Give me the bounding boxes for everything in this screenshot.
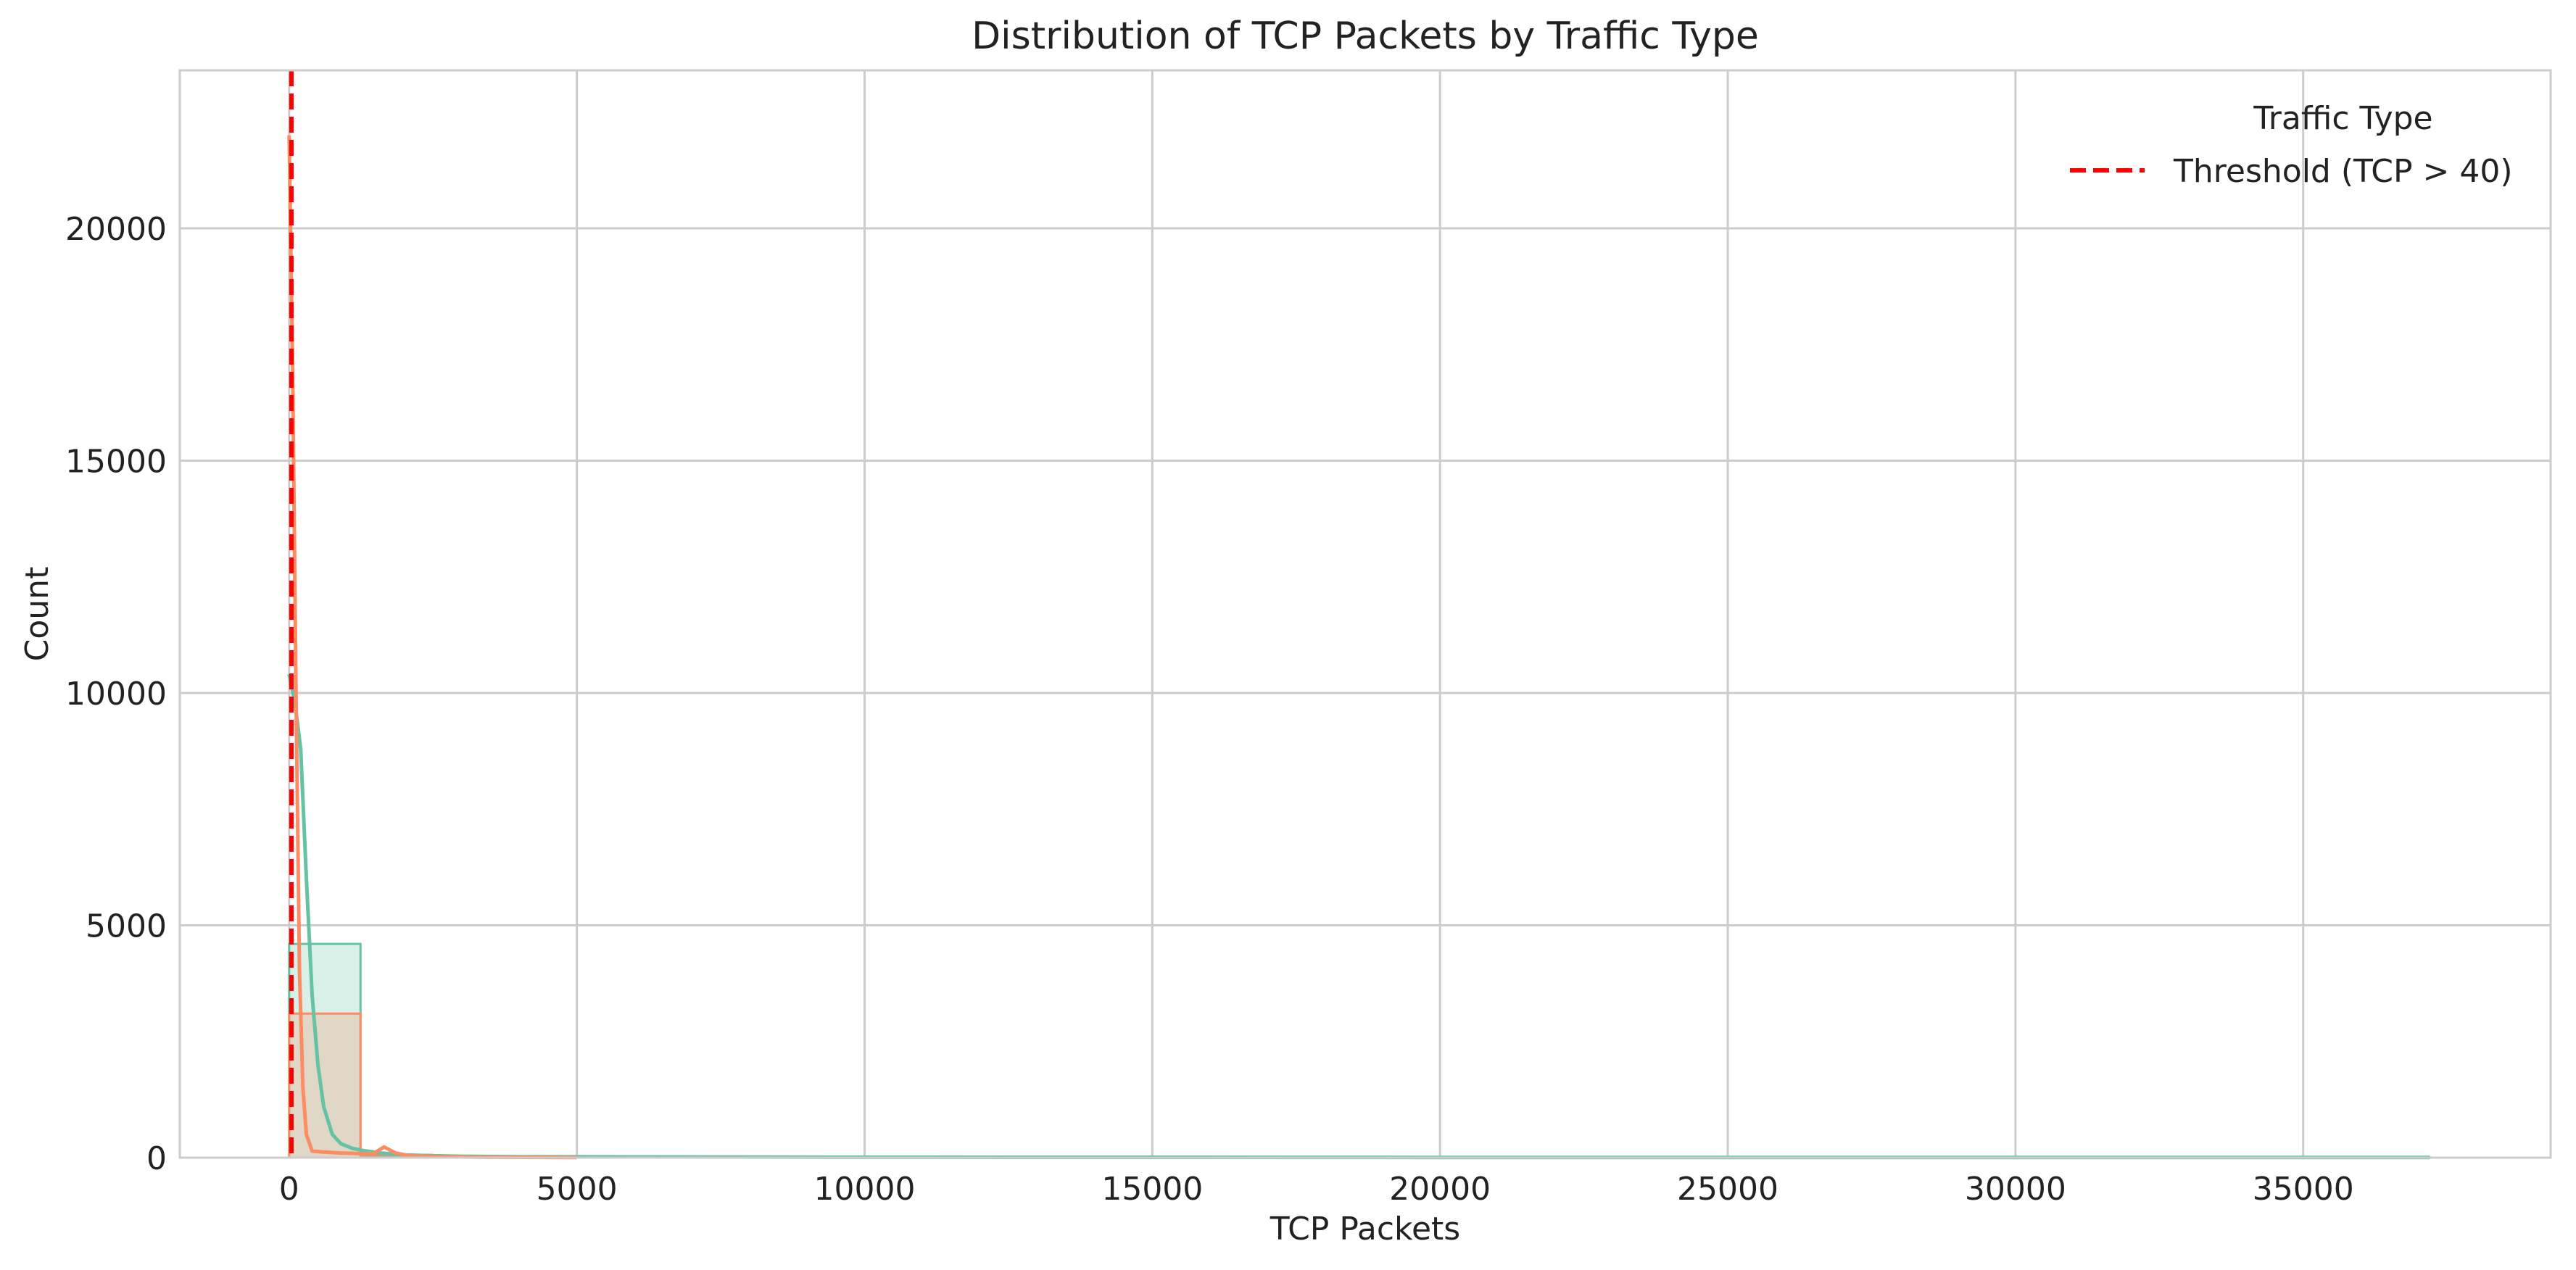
y-tick-label: 20000	[65, 211, 167, 248]
legend-threshold-label: Threshold (TCP > 40)	[2173, 153, 2513, 190]
x-tick-label: 30000	[1965, 1171, 2066, 1208]
y-axis-label: Count	[19, 567, 56, 662]
histogram-bar	[288, 1012, 362, 1159]
x-tick-label: 5000	[537, 1171, 618, 1208]
plot-background	[180, 70, 2551, 1158]
x-axis-label: TCP Packets	[1270, 1211, 1460, 1248]
x-tick-label: 25000	[1677, 1171, 1778, 1208]
density-curve	[287, 135, 577, 1160]
legend: Traffic Type Threshold (TCP > 40)	[2070, 100, 2513, 190]
y-tick-label: 15000	[65, 443, 167, 480]
y-tick-label: 5000	[86, 908, 167, 945]
legend-title: Traffic Type	[2253, 100, 2432, 137]
tick-labels: 0 5000 10000 15000 20000 25000 30000 35000 0 5000…	[65, 211, 2354, 1208]
chart-title: Distribution of TCP Packets by Traffic T…	[972, 14, 1759, 58]
x-tick-label: 15000	[1101, 1171, 1203, 1208]
x-tick-label: 10000	[813, 1171, 915, 1208]
x-tick-label: 0	[279, 1171, 299, 1208]
x-tick-label: 20000	[1389, 1171, 1491, 1208]
y-tick-label: 0	[146, 1140, 167, 1177]
plot-frame	[178, 69, 2552, 1159]
y-tick-label: 10000	[65, 676, 167, 713]
x-tick-label: 35000	[2253, 1171, 2354, 1208]
